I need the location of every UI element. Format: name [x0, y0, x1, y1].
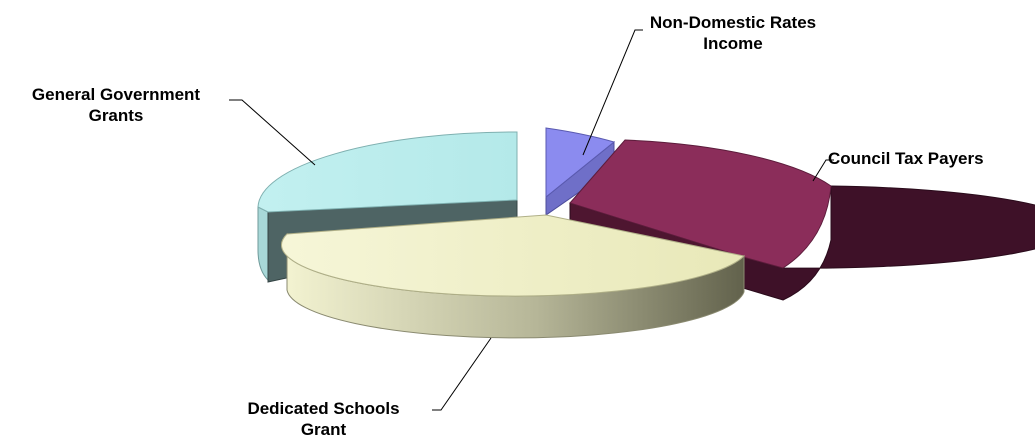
slice-council-tax-payers-side — [742, 185, 1035, 301]
slice-label-line: Income — [703, 34, 763, 53]
slice-general-government-grants-face — [257, 131, 518, 213]
slice-label-line: Grants — [88, 106, 144, 125]
slice-label-line: Non-Domestic Rates — [649, 13, 817, 32]
slice-label-line: Council Tax Payers — [828, 149, 984, 168]
leader-line-non-domestic-rates — [582, 29, 643, 156]
slice-label-council-tax-payers: Council Tax Payers — [828, 148, 1033, 169]
slice-label-line: Grant — [300, 420, 347, 439]
slice-general-government-grants-side — [257, 206, 269, 282]
slice-council-tax-payers-face — [569, 139, 832, 269]
slice-label-non-domestic-rates: Non-Domestic Rates Income — [638, 12, 828, 54]
slice-dedicated-schools-grant — [281, 214, 746, 339]
slice-label-dedicated-schools-grant: Dedicated Schools Grant — [216, 398, 431, 440]
leader-line-dedicated-schools-grant — [432, 337, 492, 411]
slice-dedicated-schools-grant-face — [281, 214, 746, 297]
slice-label-line: General Government — [31, 85, 201, 104]
leader-line-council-tax-payers — [812, 159, 834, 182]
slice-label-line: Dedicated Schools — [247, 399, 400, 418]
leader-line-general-government-grants — [229, 99, 316, 166]
slice-non-domestic-rates-face — [545, 127, 616, 199]
slice-label-general-government-grants: General Government Grants — [2, 84, 230, 126]
slice-non-domestic-rates — [545, 127, 616, 216]
